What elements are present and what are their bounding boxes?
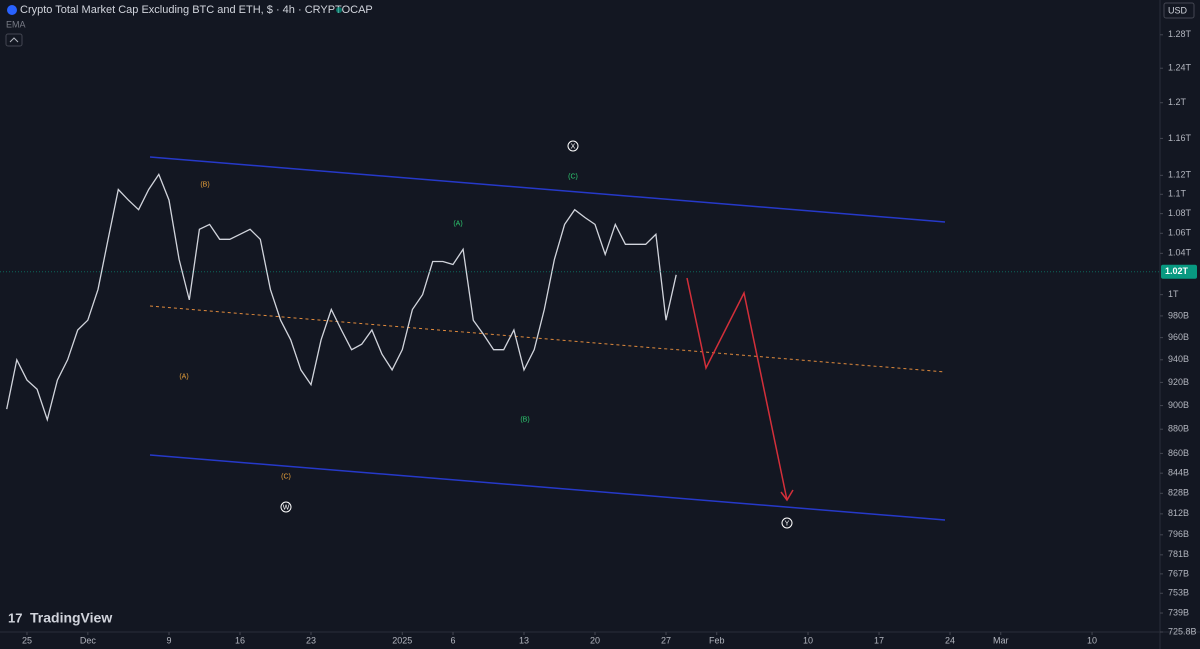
x-tick-label: Dec — [80, 635, 97, 645]
wave-label: (A) — [453, 220, 462, 227]
brand: TradingView — [30, 610, 112, 626]
x-tick-label: 25 — [22, 635, 32, 645]
x-tick-label: 24 — [945, 635, 955, 645]
y-tick-label: 844B — [1168, 468, 1189, 478]
y-tick-label: 796B — [1168, 529, 1189, 539]
x-tick-label: 17 — [874, 635, 884, 645]
x-tick-label: 2025 — [392, 635, 412, 645]
y-tick-label: 1.08T — [1168, 208, 1192, 218]
wave-label: Y — [785, 520, 790, 527]
collapse-button[interactable] — [5, 33, 23, 47]
x-tick-label: Mar — [993, 635, 1009, 645]
indicator: EMA — [6, 19, 26, 29]
y-tick-label: 828B — [1168, 488, 1189, 498]
y-tick-label: 1.06T — [1168, 228, 1192, 238]
status-dot — [336, 7, 342, 13]
wave-label: (A) — [179, 373, 188, 380]
y-tick-label: 900B — [1168, 400, 1189, 410]
y-tick-label: 1T — [1168, 289, 1179, 299]
wave-label: (C) — [281, 473, 291, 480]
y-tick-label: 812B — [1168, 508, 1189, 518]
y-tick-label: 725.8B — [1168, 626, 1197, 636]
last-price-label: 1.02T — [1165, 266, 1189, 276]
x-tick-label: 23 — [306, 635, 316, 645]
y-tick-label: 767B — [1168, 568, 1189, 578]
x-tick-label: Feb — [709, 635, 725, 645]
brand-logo: 17 — [8, 610, 22, 625]
x-tick-label: 13 — [519, 635, 529, 645]
channel-top — [149, 156, 946, 223]
channel-mid — [149, 305, 946, 373]
last-price-box — [1161, 264, 1197, 279]
y-tick-label: 880B — [1168, 424, 1189, 434]
x-tick-label: 10 — [1087, 635, 1097, 645]
y-tick-label: 1.2T — [1168, 97, 1187, 107]
price-line — [6, 173, 677, 422]
y-tick-label: 739B — [1168, 607, 1189, 617]
wave-label: X — [571, 143, 576, 150]
y-tick-label: 860B — [1168, 448, 1189, 458]
x-tick-label: 9 — [166, 635, 171, 645]
chart-title: Crypto Total Market Cap Excluding BTC an… — [20, 4, 373, 16]
y-tick-label: 1.12T — [1168, 170, 1192, 180]
channel-bottom — [149, 454, 946, 521]
x-tick-label: 27 — [661, 635, 671, 645]
y-tick-label: 980B — [1168, 310, 1189, 320]
wave-circle — [280, 501, 292, 513]
y-tick-label: 940B — [1168, 354, 1189, 364]
y-tick-label: 1.04T — [1168, 248, 1192, 258]
x-tick-label: 20 — [590, 635, 600, 645]
wave-label: W — [283, 504, 290, 511]
x-tick-label: 6 — [450, 635, 455, 645]
y-tick-label: 960B — [1168, 332, 1189, 342]
wave-label: (B) — [520, 416, 529, 423]
y-tick-label: 920B — [1168, 377, 1189, 387]
x-tick-label: 10 — [803, 635, 813, 645]
wave-label: (C) — [568, 173, 578, 180]
currency: USD — [1168, 5, 1188, 15]
y-tick-label: 1.28T — [1168, 29, 1192, 39]
wave-circle — [567, 140, 579, 152]
collapse-icon — [9, 37, 19, 43]
wave-circle — [781, 517, 793, 529]
y-tick-label: 753B — [1168, 588, 1189, 598]
wave-label: (B) — [200, 181, 209, 188]
y-tick-label: 1.1T — [1168, 189, 1187, 199]
currency-box[interactable] — [1163, 2, 1195, 19]
symbol-icon — [7, 5, 17, 15]
y-tick-label: 1.24T — [1168, 63, 1192, 73]
y-tick-label: 1.16T — [1168, 133, 1192, 143]
projection-arrow — [780, 489, 794, 502]
projection — [686, 277, 788, 501]
x-tick-label: 16 — [235, 635, 245, 645]
y-tick-label: 781B — [1168, 549, 1189, 559]
